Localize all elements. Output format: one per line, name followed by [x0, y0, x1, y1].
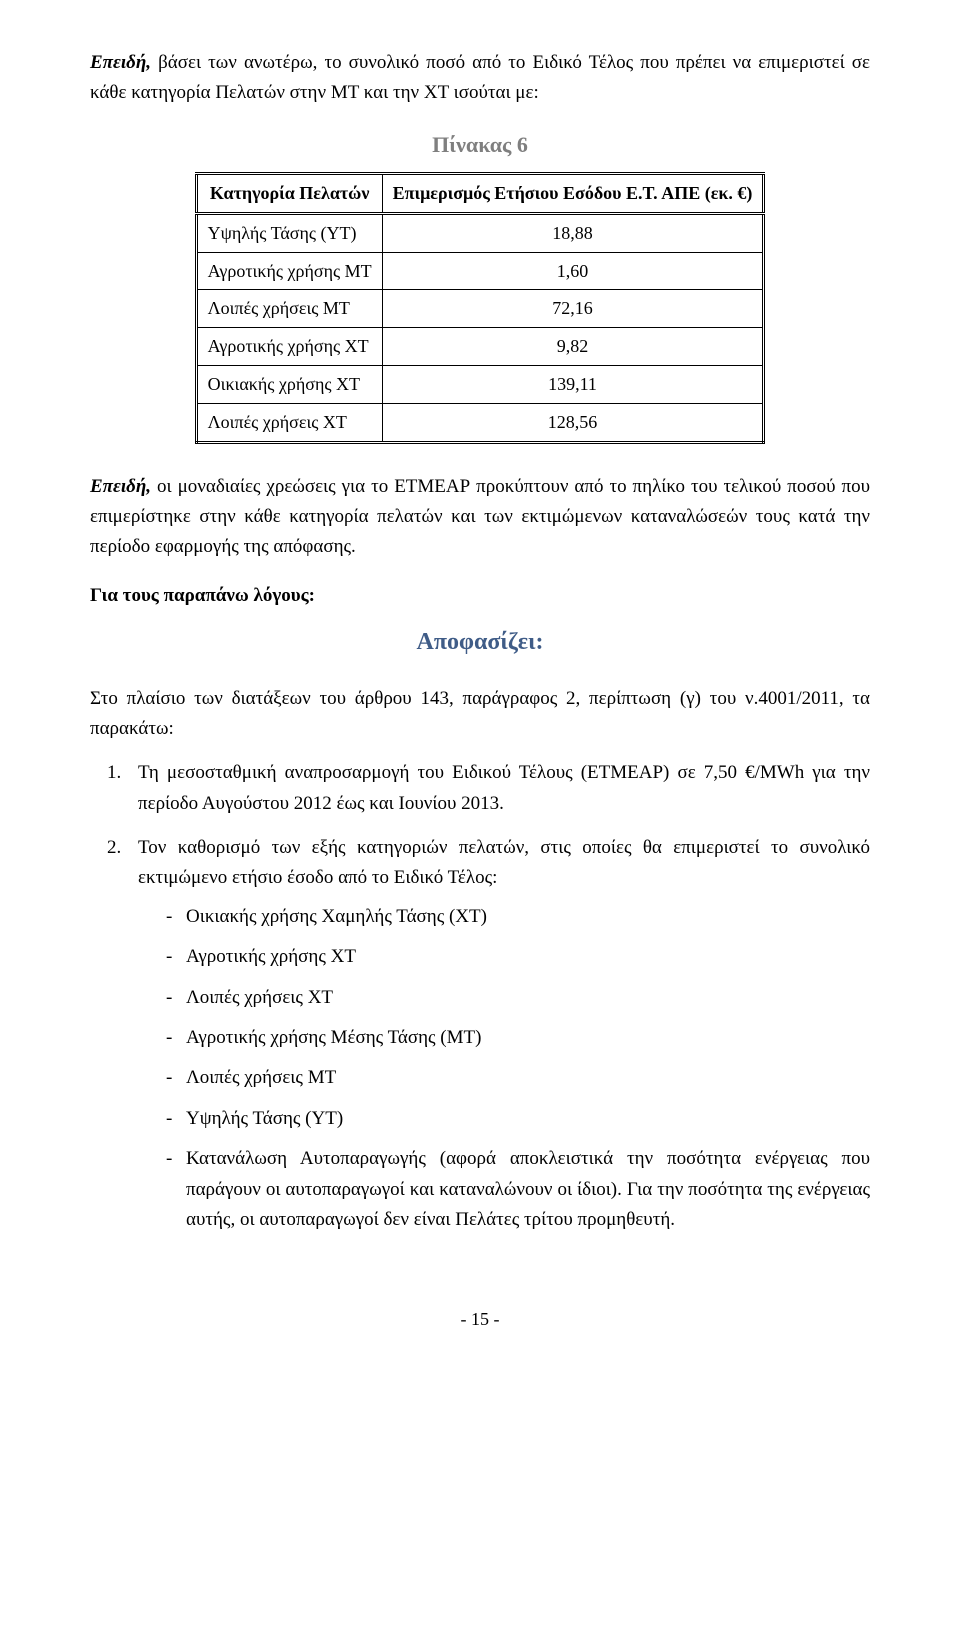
th-value: Επιμερισμός Ετήσιου Εσόδου Ε.Τ. ΑΠΕ (εκ.…: [382, 173, 764, 213]
cell-value: 9,82: [382, 328, 764, 366]
para-2-body: οι μοναδιαίες χρεώσεις για το ΕΤΜΕΑΡ προ…: [90, 476, 870, 558]
table-row: Αγροτικής χρήσης ΧΤ 9,82: [196, 328, 764, 366]
cell-label: Αγροτικής χρήσης ΜΤ: [196, 252, 382, 290]
cell-label: Οικιακής χρήσης ΧΤ: [196, 365, 382, 403]
dash-item: Υψηλής Τάσης (ΥΤ): [166, 1104, 870, 1134]
page-number: - 15 -: [90, 1305, 870, 1334]
dash-item: Αγροτικής χρήσης ΧΤ: [166, 942, 870, 972]
cell-value: 72,16: [382, 290, 764, 328]
para-1: Επειδή, βάσει των ανωτέρω, το συνολικό π…: [90, 48, 870, 109]
dash-item: Λοιπές χρήσεις ΧΤ: [166, 983, 870, 1013]
cell-value: 128,56: [382, 403, 764, 442]
list-item-1: Τη μεσοσταθμική αναπροσαρμογή του Ειδικο…: [126, 758, 870, 819]
dash-list: Οικιακής χρήσης Χαμηλής Τάσης (ΧΤ) Αγροτ…: [138, 902, 870, 1236]
table-row: Οικιακής χρήσης ΧΤ 139,11: [196, 365, 764, 403]
para-2-prefix: Επειδή,: [90, 476, 151, 497]
table-row: Λοιπές χρήσεις ΜΤ 72,16: [196, 290, 764, 328]
table-caption: Πίνακας 6: [90, 127, 870, 162]
cell-label: Υψηλής Τάσης (ΥΤ): [196, 213, 382, 252]
table-6: Κατηγορία Πελατών Επιμερισμός Ετήσιου Εσ…: [195, 172, 766, 444]
cell-value: 139,11: [382, 365, 764, 403]
table-row: Αγροτικής χρήσης ΜΤ 1,60: [196, 252, 764, 290]
cell-label: Λοιπές χρήσεις ΜΤ: [196, 290, 382, 328]
table-row: Λοιπές χρήσεις ΧΤ 128,56: [196, 403, 764, 442]
intro-3: Στο πλαίσιο των διατάξεων του άρθρου 143…: [90, 684, 870, 745]
cell-label: Αγροτικής χρήσης ΧΤ: [196, 328, 382, 366]
table-row: Υψηλής Τάσης (ΥΤ) 18,88: [196, 213, 764, 252]
para-1-body: βάσει των ανωτέρω, το συνολικό ποσό από …: [90, 52, 870, 103]
dash-item: Λοιπές χρήσεις ΜΤ: [166, 1063, 870, 1093]
cell-value: 1,60: [382, 252, 764, 290]
cell-label: Λοιπές χρήσεις ΧΤ: [196, 403, 382, 442]
decides-heading: Αποφασίζει:: [90, 623, 870, 661]
cell-value: 18,88: [382, 213, 764, 252]
reasons-label: Για τους παραπάνω λόγους:: [90, 581, 870, 611]
th-category: Κατηγορία Πελατών: [196, 173, 382, 213]
ordered-list: Τη μεσοσταθμική αναπροσαρμογή του Ειδικο…: [90, 758, 870, 1235]
dash-item: Αγροτικής χρήσης Μέσης Τάσης (ΜΤ): [166, 1023, 870, 1053]
dash-item: Κατανάλωση Αυτοπαραγωγής (αφορά αποκλεισ…: [166, 1144, 870, 1235]
page-container: Επειδή, βάσει των ανωτέρω, το συνολικό π…: [0, 0, 960, 1398]
para-1-prefix: Επειδή,: [90, 52, 151, 73]
para-2: Επειδή, οι μοναδιαίες χρεώσεις για το ΕΤ…: [90, 472, 870, 563]
list-item-2-text: Τον καθορισμό των εξής κατηγοριών πελατώ…: [138, 837, 870, 888]
dash-item: Οικιακής χρήσης Χαμηλής Τάσης (ΧΤ): [166, 902, 870, 932]
table-header-row: Κατηγορία Πελατών Επιμερισμός Ετήσιου Εσ…: [196, 173, 764, 213]
list-item-2: Τον καθορισμό των εξής κατηγοριών πελατώ…: [126, 833, 870, 1235]
